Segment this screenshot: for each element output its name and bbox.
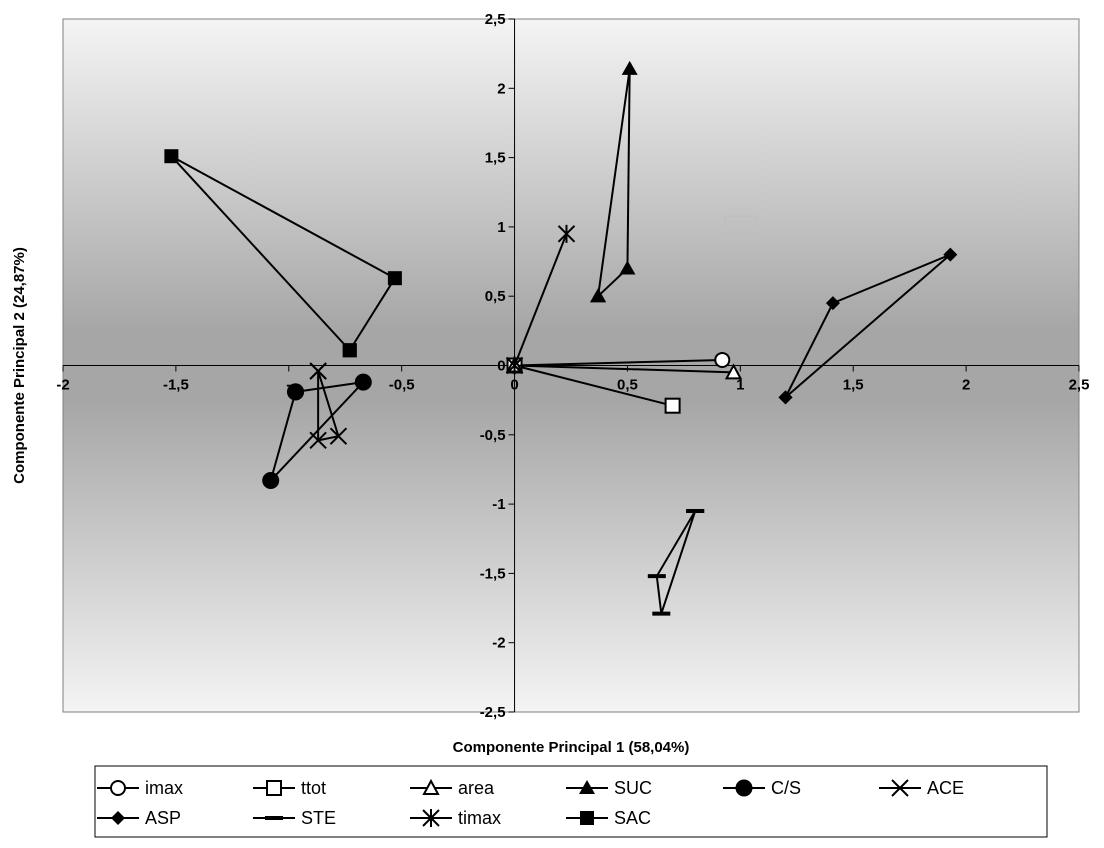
legend-item-imax: imax: [97, 778, 183, 798]
y-tick-label: -1: [492, 496, 505, 513]
data-point: [724, 363, 743, 380]
legend-item-area: area: [410, 778, 495, 798]
series-timax: [505, 224, 576, 375]
y-tick-label: 1: [497, 219, 505, 236]
y-tick-label: -2,5: [480, 704, 506, 721]
legend-marker: [422, 809, 440, 827]
x-tick-label: -2: [56, 377, 69, 394]
series-line: [269, 380, 366, 482]
data-point: [778, 390, 793, 405]
data-point: [825, 296, 840, 311]
data-point: [262, 472, 280, 490]
series-line: [784, 253, 951, 399]
data-point: [387, 271, 402, 286]
series-line: [597, 68, 631, 297]
legend-item-ste: STE: [253, 808, 336, 828]
data-point: [619, 260, 636, 275]
y-tick-label: 0: [497, 358, 505, 375]
series-c-s: [262, 373, 372, 490]
series-line: [513, 233, 568, 366]
series-sac: [164, 149, 402, 358]
legend-label: imax: [145, 778, 183, 798]
legend-label: area: [458, 778, 495, 798]
x-tick-label: -: [286, 377, 291, 394]
x-axis-title: Componente Principal 1 (58,04%): [453, 739, 690, 756]
data-point: [164, 149, 179, 164]
x-tick-label: 1,5: [843, 377, 864, 394]
legend-marker: [422, 778, 440, 795]
legend-marker: [891, 779, 909, 797]
series-line: [514, 364, 673, 407]
y-tick-label: 1,5: [485, 150, 506, 167]
data-point: [354, 373, 372, 391]
legend-label: ACE: [927, 778, 964, 798]
x-tick-label: 1: [736, 377, 744, 394]
legend-label: C/S: [771, 778, 801, 798]
legend-marker: [735, 779, 753, 797]
data-point: [342, 343, 357, 358]
data-point: [714, 351, 731, 368]
legend-item-timax: timax: [410, 808, 501, 828]
x-tick-label: -1,5: [163, 377, 189, 394]
legend-item-ace: ACE: [879, 778, 964, 798]
legend-label: ASP: [145, 808, 181, 828]
legend-label: STE: [301, 808, 336, 828]
y-tick-label: 2: [497, 80, 505, 97]
x-tick-label: 0: [510, 377, 518, 394]
data-point: [664, 397, 681, 414]
y-tick-label: -2: [492, 635, 505, 652]
legend-item-ttot: ttot: [253, 778, 326, 798]
series-asp: [778, 247, 958, 405]
legend-item-suc: SUC: [566, 778, 652, 798]
legend-label: timax: [458, 808, 501, 828]
data-point: [505, 356, 524, 375]
series-suc: [590, 60, 638, 303]
series-line: [170, 155, 397, 351]
x-tick-label: 0,5: [617, 377, 638, 394]
y-tick-label: 2,5: [485, 11, 506, 28]
legend-marker: [266, 780, 282, 796]
data-point: [309, 431, 327, 450]
x-tick-label: 2: [962, 377, 970, 394]
series-ste: [647, 509, 705, 616]
legend-marker: [111, 811, 125, 825]
data-point: [590, 288, 607, 303]
legend-marker: [579, 780, 595, 794]
series-line: [655, 510, 697, 614]
y-tick-label: -0,5: [480, 427, 506, 444]
series-ace: [309, 362, 348, 450]
legend-label: SUC: [614, 778, 652, 798]
series-line: [514, 358, 723, 367]
y-axis-title: Componente Principal 2 (24,87%): [11, 247, 28, 484]
legend-item-sac: SAC: [566, 808, 651, 828]
series-line: [514, 364, 734, 374]
legend-label: SAC: [614, 808, 651, 828]
legend-box: [94, 765, 1048, 838]
legend-marker: [110, 780, 126, 796]
legend: imax ttot area SUC C/S ACE ASP STE timax SAC: [97, 778, 964, 828]
legend-label: ttot: [301, 778, 326, 798]
data-point: [557, 224, 576, 243]
y-tick-label: 0,5: [485, 288, 506, 305]
series-line: [317, 370, 340, 442]
x-tick-label: -0,5: [389, 377, 415, 394]
x-tick-label: 2,5: [1069, 377, 1090, 394]
legend-item-asp: ASP: [97, 808, 181, 828]
annotation-square: [724, 215, 758, 242]
data-point: [943, 247, 958, 262]
data-point: [309, 362, 327, 380]
data-point: [329, 427, 348, 445]
y-tick-label: -1,5: [480, 565, 506, 582]
data-point: [287, 383, 305, 401]
legend-marker: [580, 811, 594, 825]
data-point: [621, 60, 638, 75]
legend-item-c-s: C/S: [723, 778, 801, 798]
